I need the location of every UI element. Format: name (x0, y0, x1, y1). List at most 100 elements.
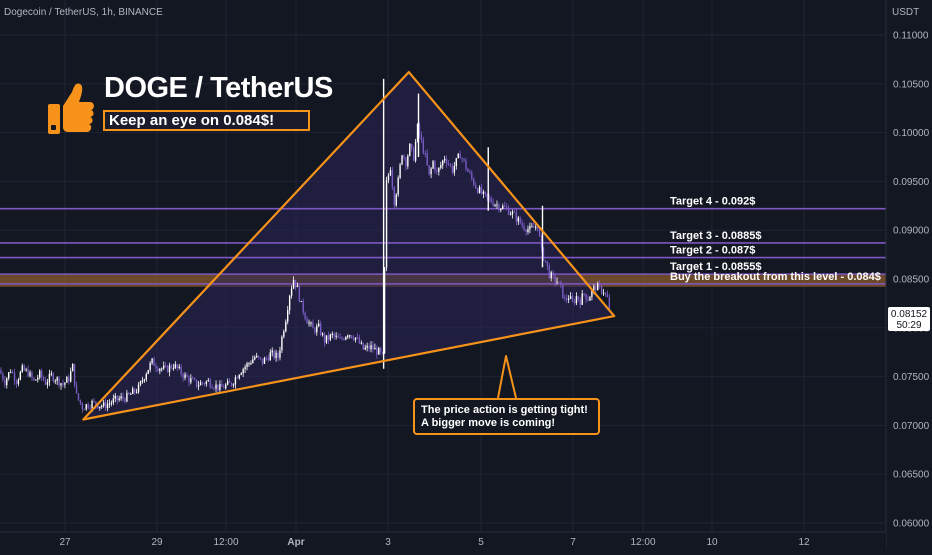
candle-body (11, 372, 14, 374)
price-tick-label: 0.06000 (893, 519, 930, 530)
candle-body (484, 191, 487, 194)
candle-body (407, 155, 409, 167)
time-tick-label: 3 (385, 537, 391, 548)
candle-body (147, 369, 149, 374)
candle-body (267, 358, 270, 361)
candle-body (575, 296, 578, 304)
candle-body (515, 212, 518, 222)
candle-body (389, 170, 392, 176)
candle-body (232, 384, 235, 386)
candle-body (265, 358, 268, 360)
candle-body (325, 335, 328, 343)
time-tick-label: 5 (478, 537, 484, 548)
candle-body (238, 374, 240, 379)
candle-body (523, 225, 525, 230)
candle-body (79, 399, 82, 404)
candle-body (178, 366, 180, 369)
time-axis[interactable]: 27 29 12:00 Apr 3 5 7 12:00 10 12 (0, 531, 886, 550)
candle-body (397, 177, 399, 195)
time-tick-label: 12:00 (630, 537, 655, 548)
candle-body (422, 140, 425, 154)
candle-body (366, 345, 368, 348)
candle-body (399, 164, 401, 178)
candle-body (126, 392, 128, 402)
candle-body (294, 279, 297, 288)
time-tick-label: 29 (151, 537, 163, 548)
candle-body (145, 373, 147, 380)
candle-body (225, 384, 227, 389)
candle-body (195, 379, 198, 387)
candle-body (360, 342, 363, 344)
candle-body (352, 337, 355, 340)
candle-body (496, 204, 498, 206)
time-tick-label: 7 (570, 537, 576, 548)
price-axis[interactable]: 0.11000 0.10500 0.10000 0.09500 0.09000 0.085… (885, 0, 932, 550)
candle-body (385, 180, 388, 268)
candle-body (242, 369, 244, 374)
candle-body (77, 393, 80, 400)
candle-body (48, 373, 51, 383)
candle-body (411, 143, 413, 148)
current-price-badge: 0.08152 50:29 (888, 307, 930, 331)
candle-body (333, 333, 335, 337)
candle-body (219, 383, 221, 391)
candle-body (542, 247, 545, 261)
candle-body (418, 124, 421, 135)
candle-body (31, 372, 33, 378)
candle-body (58, 377, 60, 386)
candle-body (374, 347, 376, 350)
candle-body (133, 388, 136, 393)
candle-body (108, 403, 111, 405)
candle-body (62, 383, 64, 385)
candle-body (544, 260, 547, 262)
candle-body (469, 171, 471, 173)
candle-body (151, 358, 153, 364)
candle-body (201, 382, 204, 384)
candle-body (527, 229, 529, 232)
candle-body (155, 366, 157, 369)
candle-body (393, 187, 395, 206)
candle-body (457, 153, 459, 159)
candle-body (420, 134, 423, 141)
candle-body (300, 300, 302, 302)
candle-body (490, 198, 492, 203)
candle-body (157, 368, 159, 371)
candle-body (85, 404, 87, 410)
candle-body (579, 299, 581, 305)
candle-body (345, 336, 347, 340)
target-label: Target 4 - 0.092$ (670, 196, 755, 208)
candle-body (562, 284, 564, 299)
triangle-pattern[interactable] (82, 70, 616, 421)
candle-body (244, 366, 246, 370)
candle-body (354, 337, 357, 340)
candle-body (281, 336, 283, 351)
candle-body (153, 358, 155, 367)
candle-body (318, 323, 320, 327)
candle-body (213, 388, 215, 390)
candle-body (44, 380, 47, 385)
candle-body (554, 275, 556, 283)
candle-body (430, 168, 432, 175)
time-tick-label: 27 (59, 537, 71, 548)
candle-body (341, 337, 343, 339)
candle-body (525, 229, 527, 232)
candle-body (451, 165, 454, 173)
candle-body (519, 217, 521, 224)
candle-body (2, 373, 4, 380)
candle-body (577, 296, 580, 300)
candle-body (203, 383, 206, 385)
callout-note[interactable]: The price action is getting tight! A big… (413, 398, 600, 435)
candle-body (271, 350, 273, 353)
target-label: Target 3 - 0.0885$ (670, 230, 762, 242)
candle-body (302, 300, 304, 313)
candle-body (56, 377, 58, 381)
candle-body (259, 357, 262, 359)
candle-body (585, 293, 587, 300)
candle-body (64, 382, 66, 385)
candle-body (370, 345, 372, 350)
candle-body (403, 155, 405, 158)
candle-body (250, 363, 252, 365)
candle-body (124, 398, 126, 402)
